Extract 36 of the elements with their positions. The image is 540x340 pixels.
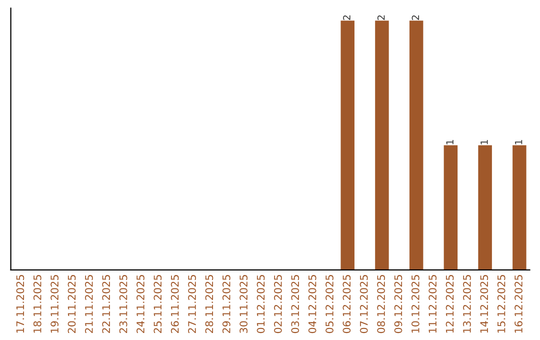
data-label: 2 <box>377 15 385 20</box>
x-tick-label: 10.12.2025 <box>411 275 420 333</box>
x-tick-label: 14.12.2025 <box>480 275 488 333</box>
x-tick-label: 05.12.2025 <box>326 275 334 334</box>
x-tick-label: 29.11.2025 <box>222 275 230 334</box>
x-tick-label: 11.12.2025 <box>428 275 437 333</box>
x-tick-label: 01.12.2025 <box>256 275 265 334</box>
x-tick-label: 21.11.2025 <box>84 275 93 334</box>
x-tick-label: 20.11.2025 <box>68 275 76 334</box>
x-tick-label: 27.11.2025 <box>188 275 196 334</box>
x-tick-label: 16.12.2025 <box>514 275 522 333</box>
x-tick-label: 08.12.2025 <box>377 275 385 334</box>
x-tick-label: 23.11.2025 <box>119 275 128 334</box>
x-tick-label: 04.12.2025 <box>308 275 316 334</box>
x-tick-label: 13.12.2025 <box>463 275 471 333</box>
data-label: 1 <box>446 140 454 144</box>
x-tick-label: 07.12.2025 <box>360 275 368 334</box>
x-tick-label: 26.11.2025 <box>170 275 179 334</box>
data-label: 2 <box>412 15 420 20</box>
x-tick-label: 06.12.2025 <box>342 275 351 334</box>
x-tick-label: 22.11.2025 <box>102 275 110 334</box>
x-tick-label: 15.12.2025 <box>497 275 506 333</box>
x-tick-label: 28.11.2025 <box>205 275 214 334</box>
x-tick-label: 12.12.2025 <box>446 275 454 333</box>
x-tick-label: 30.11.2025 <box>240 275 248 333</box>
x-tick-label: 09.12.2025 <box>394 275 402 334</box>
data-label: 2 <box>343 15 350 20</box>
x-tick-label: 02.12.2025 <box>274 275 282 334</box>
x-tick-label: 03.12.2025 <box>291 275 300 334</box>
x-tick-label: 18.11.2025 <box>33 275 42 333</box>
x-tick-label: 25.11.2025 <box>154 275 162 334</box>
x-tick-label: 19.11.2025 <box>50 275 58 333</box>
x-tick-label: 24.11.2025 <box>136 275 144 334</box>
data-label: 1 <box>480 140 488 144</box>
data-label: 1 <box>515 140 522 144</box>
x-tick-label: 17.11.2025 <box>16 275 24 333</box>
